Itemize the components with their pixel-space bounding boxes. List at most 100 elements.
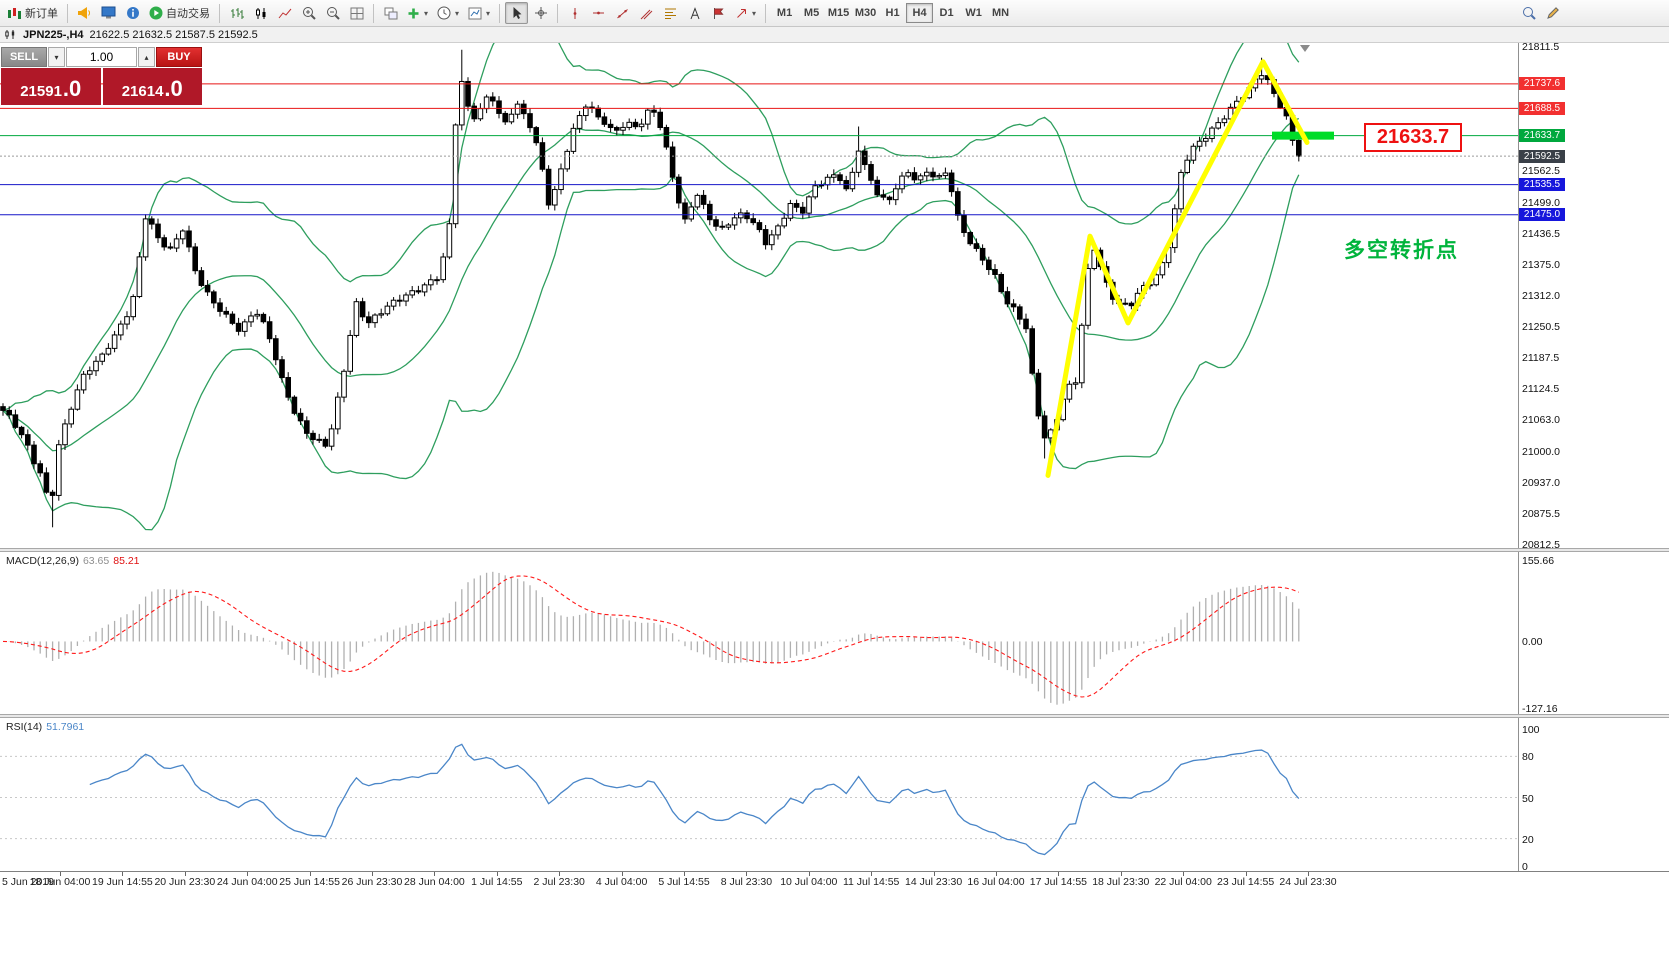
zoom-out-button[interactable]	[321, 2, 344, 24]
timeframe-d1[interactable]: D1	[933, 3, 960, 23]
time-axis-label: 24 Jun 04:00	[216, 876, 278, 888]
search-icon	[1522, 7, 1536, 20]
indicators-button[interactable]: ▾	[403, 2, 432, 24]
timeframe-m30[interactable]: M30	[852, 3, 879, 23]
market-watch-button[interactable]	[97, 2, 120, 24]
timeframe-w1[interactable]: W1	[960, 3, 987, 23]
chevron-down-icon: ▾	[455, 8, 460, 18]
fibonacci-button[interactable]	[659, 2, 682, 24]
pencil-icon	[1546, 7, 1559, 19]
chart-icon	[5, 30, 15, 39]
periods-button[interactable]: ▾	[433, 2, 463, 24]
price-level-tag: 21475.0	[1519, 208, 1565, 222]
rsi-axis-label: 0	[1522, 861, 1528, 873]
auto-trading-label: 自动交易	[166, 8, 210, 20]
grid-icon	[350, 7, 363, 19]
search-button[interactable]	[1517, 2, 1540, 24]
timeframe-m15[interactable]: M15	[825, 3, 852, 23]
time-axis-label: 1 Jul 14:55	[471, 876, 523, 888]
panel-separator[interactable]	[0, 548, 1669, 552]
buy-price-dec: .0	[164, 76, 183, 102]
toolbar-separator	[765, 3, 767, 23]
candlesticks-icon	[255, 7, 265, 19]
timeframe-h1[interactable]: H1	[879, 3, 906, 23]
chevron-down-icon: ▾	[486, 8, 491, 18]
channel-icon	[640, 9, 653, 19]
buy-price-display[interactable]: 21614.0	[102, 68, 202, 105]
time-tick	[1308, 872, 1309, 876]
edit-button[interactable]	[1541, 2, 1564, 24]
time-tick	[1120, 872, 1122, 876]
candlesticks-button[interactable]	[249, 2, 272, 24]
price-level-tag: 21737.6	[1519, 77, 1565, 91]
time-tick	[1245, 872, 1247, 876]
line-chart-icon	[278, 8, 291, 18]
panel-separator[interactable]	[0, 714, 1669, 718]
sell-price-int: 21591	[20, 83, 62, 100]
rsi-axis-label: 20	[1522, 833, 1534, 846]
sounds-button[interactable]	[73, 2, 96, 24]
rsi-axis-label: 80	[1522, 751, 1534, 764]
time-tick	[1183, 872, 1185, 876]
zoom-in-button[interactable]	[297, 2, 320, 24]
zoom-out-icon	[326, 7, 340, 20]
tile-windows-button[interactable]	[379, 2, 402, 24]
sell-price-dec: .0	[62, 76, 82, 102]
price-level-tag: 21688.5	[1519, 101, 1565, 115]
new-order-button[interactable]: 新订单	[3, 2, 62, 24]
main-chart-area[interactable]	[0, 8, 1518, 548]
fibonacci-icon	[665, 8, 677, 19]
price-axis-label: 21811.5	[1522, 41, 1560, 53]
macd-panel[interactable]	[0, 552, 1518, 714]
price-axis-label: 21250.5	[1522, 320, 1560, 333]
timeframe-m1[interactable]: M1	[771, 3, 798, 23]
time-tick	[996, 872, 997, 876]
text-button[interactable]	[683, 2, 706, 24]
trade-panel-controls: SELL ▾ ▴ BUY	[1, 47, 202, 67]
volume-decrease-button[interactable]: ▾	[48, 47, 65, 67]
time-tick	[372, 872, 373, 876]
timeframe-m5[interactable]: M5	[798, 3, 825, 23]
chevron-down-icon: ▾	[752, 8, 757, 18]
time-axis-label: 5 Jul 14:55	[658, 876, 710, 888]
line-chart-button[interactable]	[273, 2, 296, 24]
time-tick	[621, 872, 623, 876]
sell-price-display[interactable]: 21591.0	[1, 68, 101, 105]
timeframe-h4[interactable]: H4	[906, 3, 934, 23]
info-button[interactable]	[121, 2, 144, 24]
volume-input[interactable]	[66, 47, 137, 67]
info-icon	[126, 7, 139, 19]
rsi-panel[interactable]	[0, 718, 1518, 871]
templates-button[interactable]: ▾	[464, 2, 494, 24]
toolbar-separator	[373, 3, 374, 23]
time-axis[interactable]: 5 Jun 2019 18 Jun 04:00 19 Jun 14:55 20 Jun…	[0, 871, 1669, 891]
auto-arrange-button[interactable]	[345, 2, 368, 24]
macd-label: MACD(12,26,9) 63.65 85.21	[6, 555, 140, 567]
bars-chart-button[interactable]	[225, 2, 248, 24]
horizontal-line-button[interactable]	[587, 2, 610, 24]
time-axis-label: 4 Jul 04:00	[595, 876, 648, 888]
sell-button[interactable]: SELL	[1, 47, 47, 67]
price-axis-label: 20937.0	[1522, 476, 1560, 489]
time-axis-label: 26 Jun 23:30	[341, 876, 403, 888]
label-button[interactable]	[707, 2, 730, 24]
crosshair-button[interactable]	[529, 2, 552, 24]
price-axis-border	[1518, 43, 1519, 891]
horn-icon	[78, 7, 91, 19]
rsi-axis-label: 100	[1522, 724, 1540, 736]
vertical-line-button[interactable]	[563, 2, 586, 24]
volume-increase-button[interactable]: ▴	[138, 47, 155, 67]
monitor-icon	[101, 6, 116, 19]
cursor-button[interactable]	[505, 2, 529, 24]
trendline-button[interactable]	[611, 2, 634, 24]
auto-trading-button[interactable]: 自动交易	[145, 2, 214, 24]
buy-button[interactable]: BUY	[156, 47, 202, 67]
timeframe-mn[interactable]: MN	[987, 3, 1014, 23]
arrows-button[interactable]: ▾	[731, 2, 760, 24]
time-axis-label: 20 Jun 23:30	[154, 876, 216, 888]
chevron-down-icon: ▾	[424, 8, 429, 18]
time-axis-label: 28 Jun 04:00	[404, 876, 465, 888]
channel-button[interactable]	[635, 2, 658, 24]
arrow-icon	[737, 8, 747, 18]
toolbar-separator	[67, 3, 68, 23]
